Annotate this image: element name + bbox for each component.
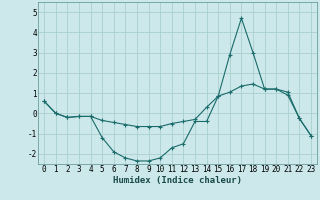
X-axis label: Humidex (Indice chaleur): Humidex (Indice chaleur) bbox=[113, 176, 242, 185]
